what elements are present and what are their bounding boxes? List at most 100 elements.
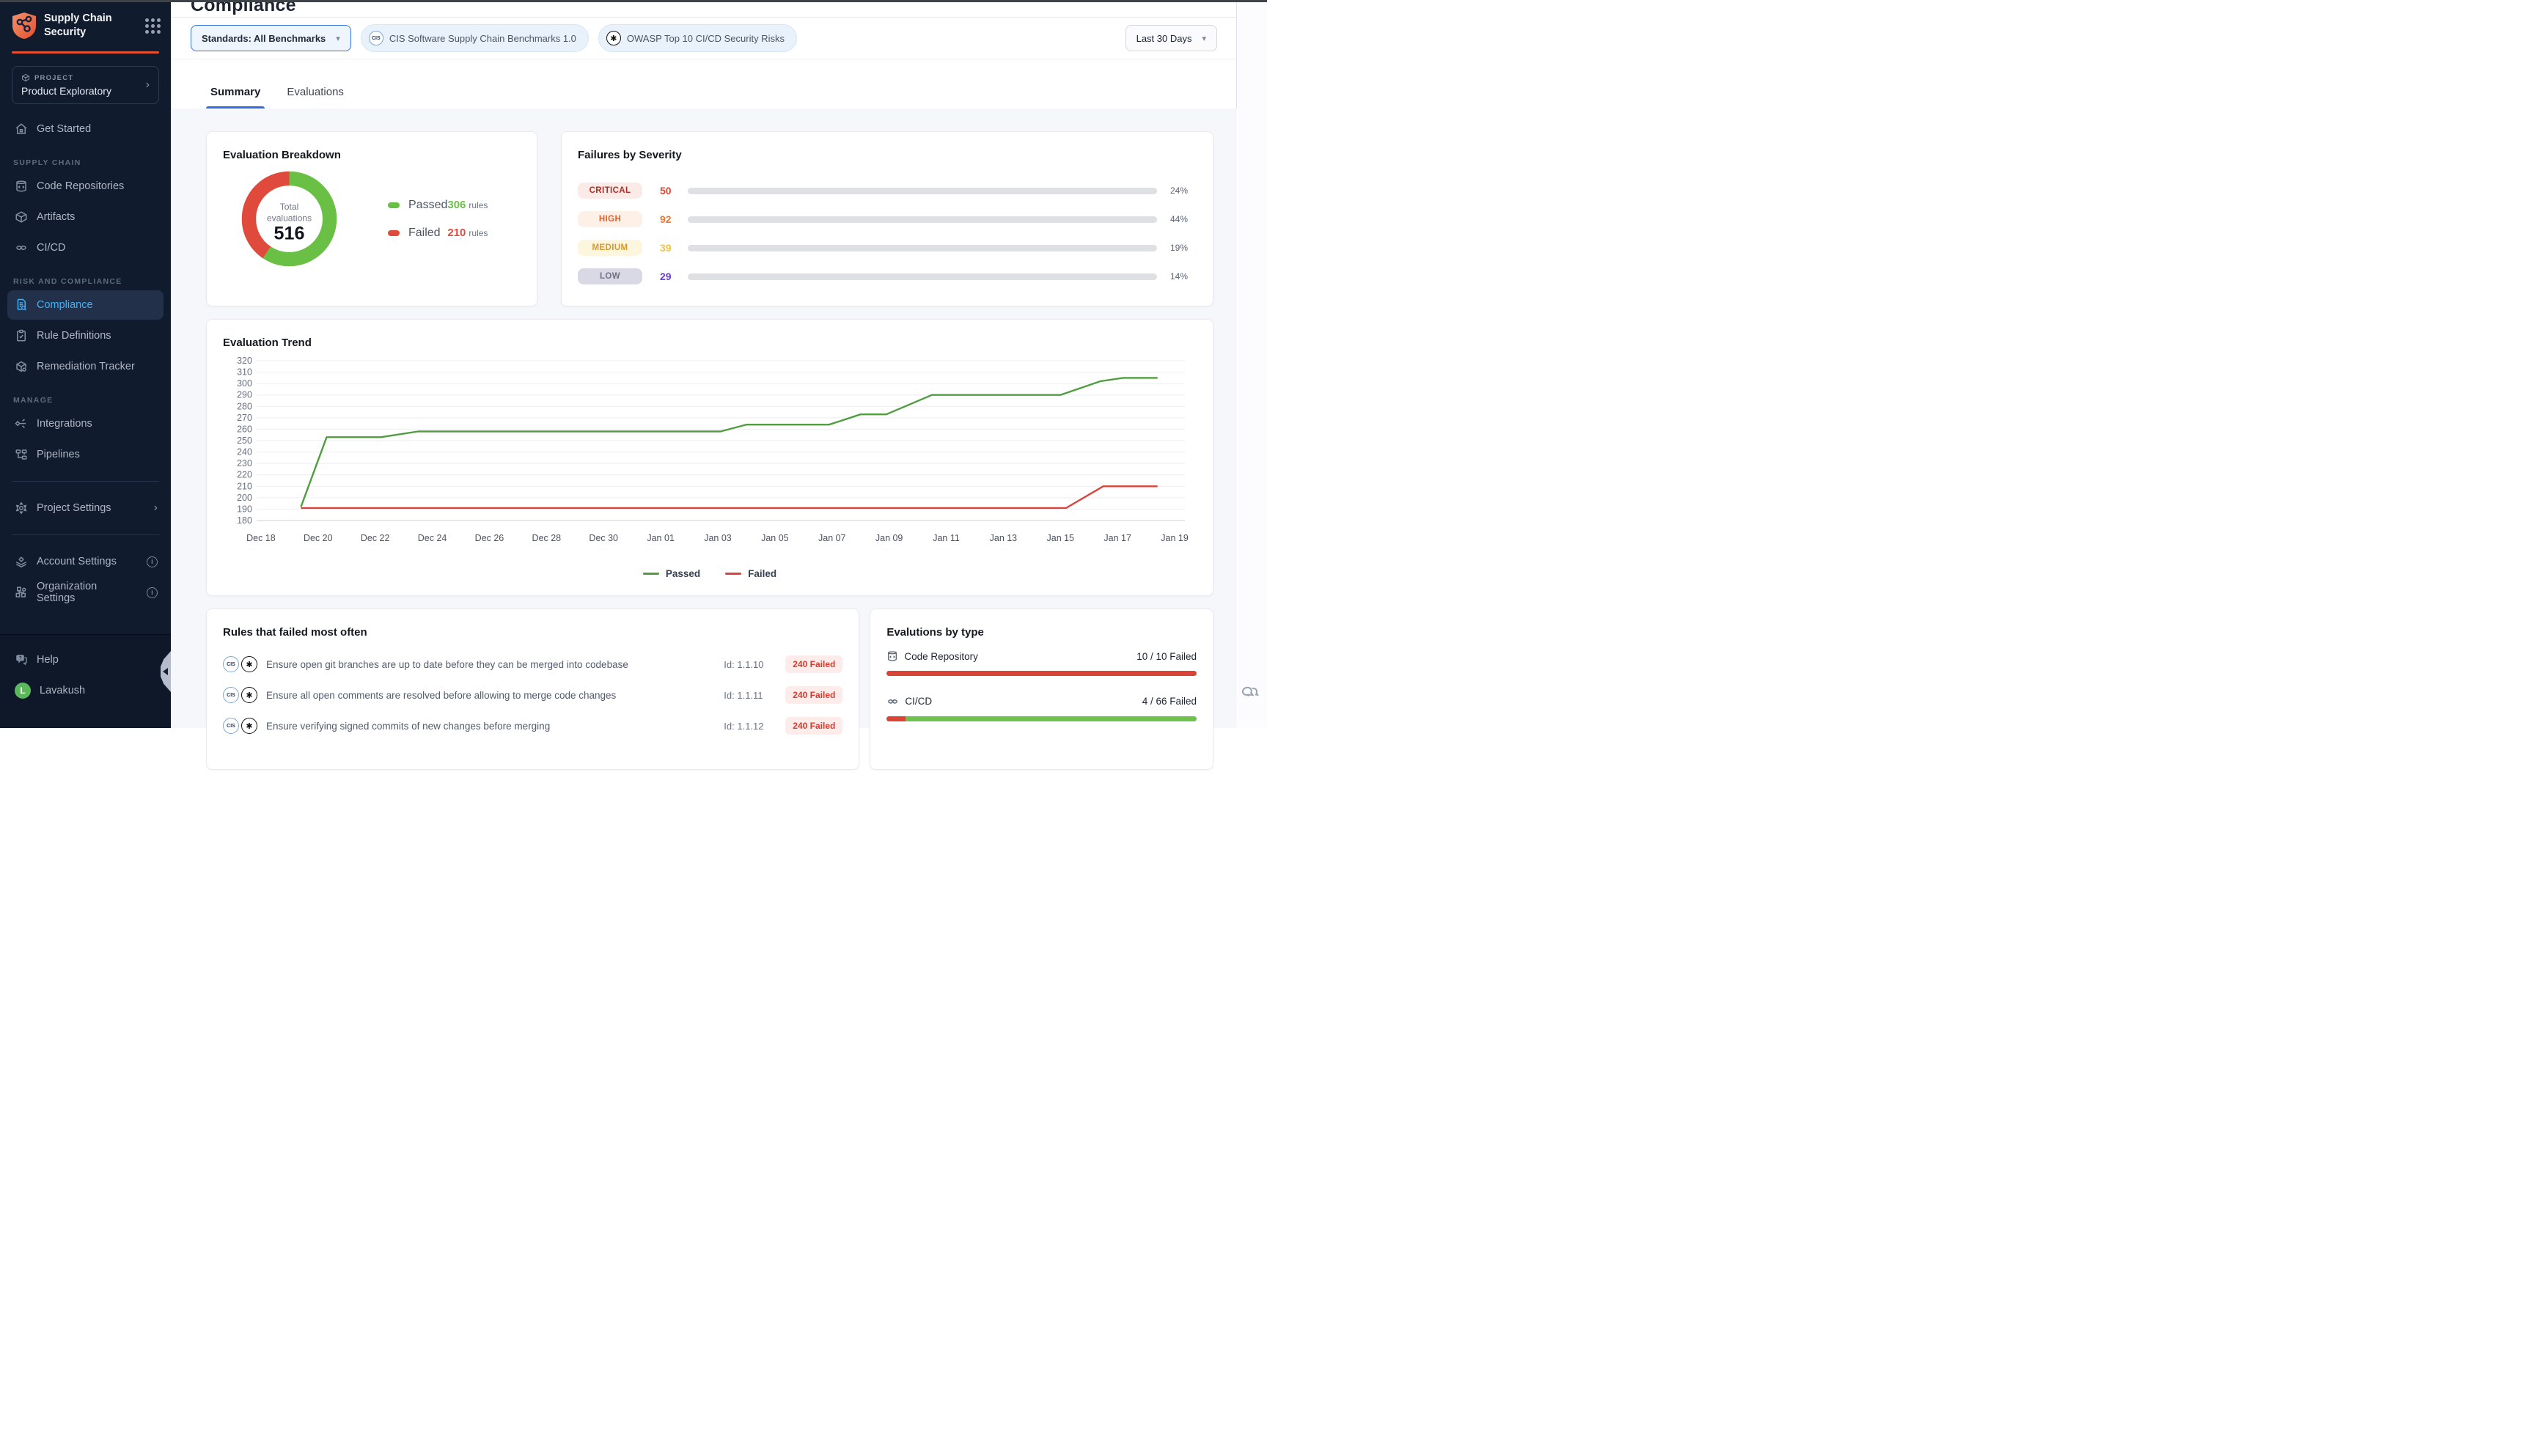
- chevron-right-icon: ›: [153, 501, 158, 514]
- failed-count-badge: 240 Failed: [785, 686, 843, 704]
- sidebar-item-project-settings[interactable]: Project Settings ›: [7, 493, 164, 523]
- box-wrench-icon: [16, 361, 26, 372]
- info-icon[interactable]: i: [147, 556, 158, 567]
- severity-row-critical: CRITICAL 50 24%: [578, 182, 1197, 199]
- cis-logo-icon: CIS: [368, 31, 383, 45]
- chevron-down-icon: ▾: [1202, 34, 1206, 43]
- svg-text:Dec 28: Dec 28: [532, 533, 562, 543]
- svg-text:250: 250: [237, 435, 252, 446]
- svg-text:Jan 05: Jan 05: [761, 533, 789, 543]
- rule-row[interactable]: CIS ✱ Ensure open git branches are up to …: [223, 649, 843, 680]
- user-avatar: L: [15, 683, 31, 699]
- clipboard-check-icon: [17, 329, 26, 342]
- sidebar-item-organization-settings[interactable]: Organization Settings i: [7, 578, 164, 607]
- severity-row-medium: MEDIUM 39 19%: [578, 239, 1197, 257]
- evaluation-trend-card: Evaluation Trend 180 190 200 210 220 230 240 25…: [206, 319, 1213, 596]
- window-top-strip: [0, 0, 1267, 2]
- card-title: Evalutions by type: [886, 626, 984, 639]
- section-supply-chain: SUPPLY CHAIN: [13, 158, 81, 167]
- severity-bar: [688, 244, 1157, 251]
- sidebar-item-artifacts[interactable]: Artifacts: [7, 202, 164, 232]
- svg-text:Dec 20: Dec 20: [304, 533, 333, 543]
- infinity-icon: [888, 699, 898, 704]
- info-icon[interactable]: i: [147, 587, 158, 598]
- svg-text:180: 180: [237, 515, 252, 526]
- severity-bar: [688, 216, 1157, 223]
- sidebar-item-user[interactable]: L Lavakush: [7, 676, 164, 705]
- sidebar-item-help[interactable]: ? Help: [7, 645, 164, 674]
- sidebar-collapse-handle[interactable]: [161, 651, 171, 692]
- svg-text:Jan 03: Jan 03: [704, 533, 732, 543]
- rules-failed-card: Rules that failed most often CIS ✱ Ensure…: [206, 608, 860, 770]
- evaluations-by-type-card: Evalutions by type Code Repository 10 / …: [870, 608, 1213, 770]
- chevron-down-icon: ▾: [336, 34, 340, 43]
- severity-percent: 44%: [1170, 214, 1189, 224]
- tab-evaluations[interactable]: Evaluations: [287, 86, 344, 98]
- sidebar-item-integrations[interactable]: Integrations: [7, 409, 164, 438]
- legend-item-passed: Passed 306 rules: [388, 199, 518, 212]
- sidebar-item-rule-definitions[interactable]: Rule Definitions: [7, 321, 164, 350]
- svg-text:Dec 22: Dec 22: [361, 533, 390, 543]
- svg-text:Jan 09: Jan 09: [875, 533, 903, 543]
- benchmark-chip-owasp[interactable]: ✱ OWASP Top 10 CI/CD Security Risks: [598, 24, 797, 52]
- tab-summary[interactable]: Summary: [205, 86, 265, 109]
- sidebar-item-code-repositories[interactable]: Code Repositories: [7, 172, 164, 201]
- section-manage: MANAGE: [13, 396, 54, 405]
- benchmark-chip-cis[interactable]: CIS CIS Software Supply Chain Benchmarks…: [360, 24, 589, 52]
- section-risk-compliance: RISK AND COMPLIANCE: [13, 277, 122, 286]
- severity-row-high: HIGH 92 44%: [578, 210, 1197, 228]
- type-failed-value: 10 / 10 Failed: [1136, 650, 1197, 662]
- tabs: Summary Evaluations: [171, 59, 1236, 109]
- cis-logo-icon: CIS: [223, 656, 239, 672]
- sidebar-item-get-started[interactable]: Get Started: [7, 114, 164, 144]
- pipelines-icon: [15, 449, 27, 460]
- sidebar-item-remediation-tracker[interactable]: Remediation Tracker: [7, 352, 164, 381]
- failed-count-badge: 240 Failed: [785, 717, 843, 735]
- severity-count: 92: [660, 213, 672, 225]
- evaluation-donut-chart: Total evaluations 516: [236, 166, 342, 272]
- chevron-right-icon: ›: [145, 78, 150, 91]
- cube-icon: [22, 73, 29, 82]
- donut-legend: Passed 306 rules Failed 210 rules: [388, 199, 525, 240]
- svg-text:Jan 19: Jan 19: [1161, 533, 1189, 543]
- chat-support-icon[interactable]: [1241, 680, 1263, 706]
- sidebar-item-compliance[interactable]: Compliance: [7, 290, 164, 320]
- code-repository-icon: [16, 180, 26, 192]
- failures-by-severity-card: Failures by Severity CRITICAL 50 24% HIG…: [561, 131, 1213, 306]
- rule-row[interactable]: CIS ✱ Ensure verifying signed commits of …: [223, 710, 843, 741]
- filter-bar: Standards: All Benchmarks ▾ CIS CIS Soft…: [171, 18, 1236, 59]
- svg-text:Jan 15: Jan 15: [1047, 533, 1075, 543]
- sidebar-item-cicd[interactable]: CI/CD: [7, 233, 164, 262]
- severity-row-low: LOW 29 14%: [578, 268, 1197, 285]
- svg-text:200: 200: [237, 493, 252, 503]
- code-repository-icon: [888, 651, 897, 661]
- severity-percent: 14%: [1170, 271, 1189, 282]
- svg-text:Dec 30: Dec 30: [589, 533, 618, 543]
- sidebar-item-account-settings[interactable]: Account Settings i: [7, 547, 164, 576]
- svg-text:290: 290: [237, 390, 252, 400]
- project-selector[interactable]: PROJECT Product Exploratory ›: [12, 66, 159, 104]
- rule-id: Id: 1.1.10: [724, 658, 764, 670]
- evaluation-trend-chart: 1801902002102202302402502602702802903003…: [237, 356, 1189, 543]
- user-name: Lavakush: [40, 685, 86, 696]
- divider: [12, 481, 159, 482]
- owasp-logo-icon: ✱: [241, 718, 257, 734]
- cis-logo-icon: CIS: [223, 687, 239, 703]
- severity-percent: 19%: [1170, 243, 1189, 253]
- sidebar-item-pipelines[interactable]: Pipelines: [7, 440, 164, 469]
- evaluation-breakdown-card: Evaluation Breakdown Total evaluations 5…: [206, 131, 537, 306]
- severity-percent: 24%: [1170, 185, 1189, 196]
- failed-dot: [388, 229, 400, 236]
- type-failed-value: 4 / 66 Failed: [1142, 696, 1197, 707]
- svg-text:260: 260: [237, 424, 252, 434]
- cis-logo-icon: CIS: [223, 718, 239, 734]
- type-bar: [886, 716, 1197, 721]
- svg-text:310: 310: [237, 367, 252, 378]
- rule-row[interactable]: CIS ✱ Ensure all open comments are resolv…: [223, 680, 843, 710]
- svg-text:evaluations: evaluations: [267, 213, 312, 223]
- severity-badge: LOW: [578, 268, 642, 284]
- date-range-select[interactable]: Last 30 Days ▾: [1125, 25, 1217, 51]
- standards-filter-select[interactable]: Standards: All Benchmarks ▾: [191, 25, 351, 51]
- type-bar: [886, 671, 1197, 676]
- app-switcher-icon[interactable]: [145, 18, 161, 34]
